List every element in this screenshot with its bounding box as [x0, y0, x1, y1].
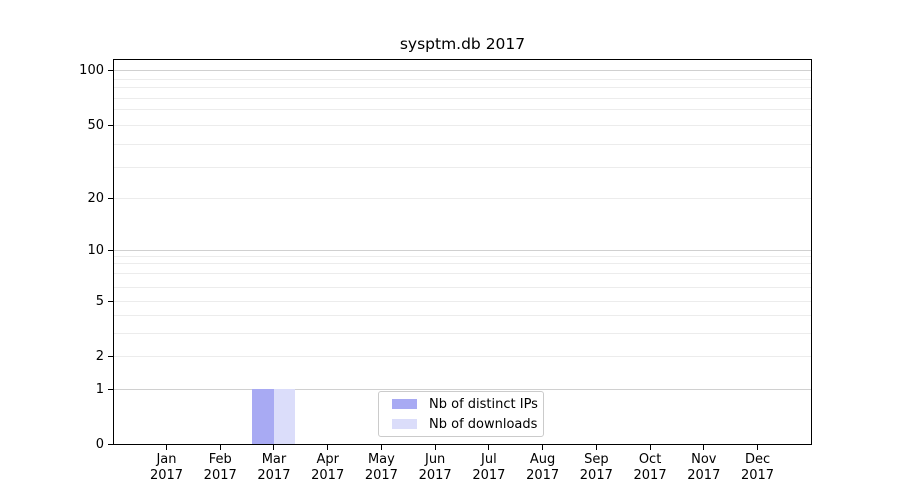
y-tick-mark — [108, 69, 113, 71]
y-minor-gridline-90 — [114, 79, 811, 80]
x-tick-year: 2017 — [257, 467, 291, 483]
x-tick-mark — [595, 444, 597, 450]
y-gridline-5 — [114, 301, 811, 302]
x-tick-mark — [703, 444, 705, 450]
y-minor-gridline-6 — [114, 287, 811, 288]
y-tick-label: 10 — [87, 242, 104, 258]
y-gridline-1 — [114, 389, 811, 390]
y-tick-mark — [108, 249, 113, 251]
y-tick-label: 5 — [95, 293, 104, 309]
legend-label: Nb of distinct IPs — [429, 396, 538, 412]
x-tick-month: Feb — [208, 452, 232, 467]
y-minor-gridline-40 — [114, 144, 811, 145]
x-tick-label: Feb 2017 — [188, 452, 252, 483]
y-gridline-20 — [114, 198, 811, 199]
x-tick-label: Jun 2017 — [403, 452, 467, 483]
x-tick-label: Apr 2017 — [296, 452, 360, 483]
x-tick-label: Jan 2017 — [135, 452, 199, 483]
y-tick-mark — [108, 300, 113, 302]
x-tick-mark — [273, 444, 275, 450]
x-tick-year: 2017 — [311, 467, 345, 483]
y-minor-gridline-60 — [114, 109, 811, 110]
x-tick-label: Jul 2017 — [457, 452, 521, 483]
y-tick-label: 0 — [95, 437, 104, 452]
y-gridline-100 — [114, 70, 811, 71]
x-tick-label: Sep 2017 — [564, 452, 628, 483]
x-tick-mark — [757, 444, 759, 450]
y-gridline-10 — [114, 250, 811, 251]
x-tick-label: Aug 2017 — [511, 452, 575, 483]
plot-area — [113, 59, 812, 445]
legend-label: Nb of downloads — [429, 416, 538, 432]
y-minor-gridline-80 — [114, 87, 811, 88]
x-tick-mark — [327, 444, 329, 450]
x-tick-mark — [219, 444, 221, 450]
x-tick-year: 2017 — [472, 467, 506, 483]
y-tick-mark — [108, 444, 113, 445]
x-tick-mark — [542, 444, 544, 450]
x-tick-label: Nov 2017 — [672, 452, 736, 483]
x-tick-month: Sep — [584, 452, 609, 467]
x-tick-month: Jul — [481, 452, 497, 467]
x-tick-month: May — [367, 452, 395, 467]
x-tick-year: 2017 — [364, 467, 398, 483]
y-tick-label: 20 — [87, 190, 104, 206]
x-tick-year: 2017 — [203, 467, 237, 483]
x-tick-year: 2017 — [418, 467, 452, 483]
x-tick-year: 2017 — [740, 467, 775, 483]
x-tick-month: Apr — [316, 452, 339, 467]
legend: Nb of distinct IPs Nb of downloads — [378, 391, 544, 437]
x-tick-label: Oct 2017 — [618, 452, 682, 483]
y-tick-label: 100 — [79, 62, 104, 78]
legend-swatch — [392, 419, 417, 429]
y-tick-mark — [108, 124, 113, 126]
x-tick-month: Aug — [529, 452, 556, 467]
x-tick-month: Nov — [691, 452, 717, 467]
y-minor-gridline-3 — [114, 333, 811, 334]
x-tick-month: Jun — [424, 452, 446, 467]
y-tick-mark — [108, 355, 113, 357]
y-minor-gridline-8 — [114, 263, 811, 264]
y-gridline-50 — [114, 125, 811, 126]
y-minor-gridline-70 — [114, 98, 811, 99]
x-tick-mark — [434, 444, 436, 450]
x-tick-label: May 2017 — [349, 452, 413, 483]
x-tick-mark — [380, 444, 382, 450]
x-tick-mark — [649, 444, 651, 450]
y-minor-gridline-9 — [114, 256, 811, 257]
y-minor-gridline-30 — [114, 167, 811, 168]
x-tick-label: Dec 2017 — [726, 452, 790, 483]
x-tick-year: 2017 — [633, 467, 667, 483]
bar-downloads — [273, 388, 296, 444]
x-tick-mark — [488, 444, 490, 450]
y-tick-label: 1 — [95, 381, 104, 397]
x-tick-label: Mar 2017 — [242, 452, 306, 483]
y-tick-label: 50 — [87, 117, 104, 133]
legend-row: Nb of downloads — [387, 416, 538, 432]
x-tick-year: 2017 — [526, 467, 560, 483]
y-tick-mark — [108, 197, 113, 199]
x-tick-year: 2017 — [687, 467, 721, 483]
x-tick-year: 2017 — [579, 467, 613, 483]
x-tick-year: 2017 — [149, 467, 184, 483]
y-gridline-2 — [114, 356, 811, 357]
y-minor-gridline-7 — [114, 273, 811, 274]
y-minor-gridline-4 — [114, 315, 811, 316]
x-tick-month: Mar — [261, 452, 287, 467]
chart-title: sysptm.db 2017 — [399, 35, 526, 53]
x-tick-month: Oct — [638, 452, 662, 467]
legend-swatch — [392, 399, 417, 409]
legend-row: Nb of distinct IPs — [387, 396, 538, 412]
y-tick-mark — [108, 388, 113, 390]
x-tick-month: Dec — [744, 452, 771, 467]
x-tick-month: Jan — [156, 452, 177, 467]
bar-distinct-ips — [252, 388, 274, 444]
x-tick-mark — [166, 444, 167, 450]
y-tick-label: 2 — [95, 348, 104, 364]
